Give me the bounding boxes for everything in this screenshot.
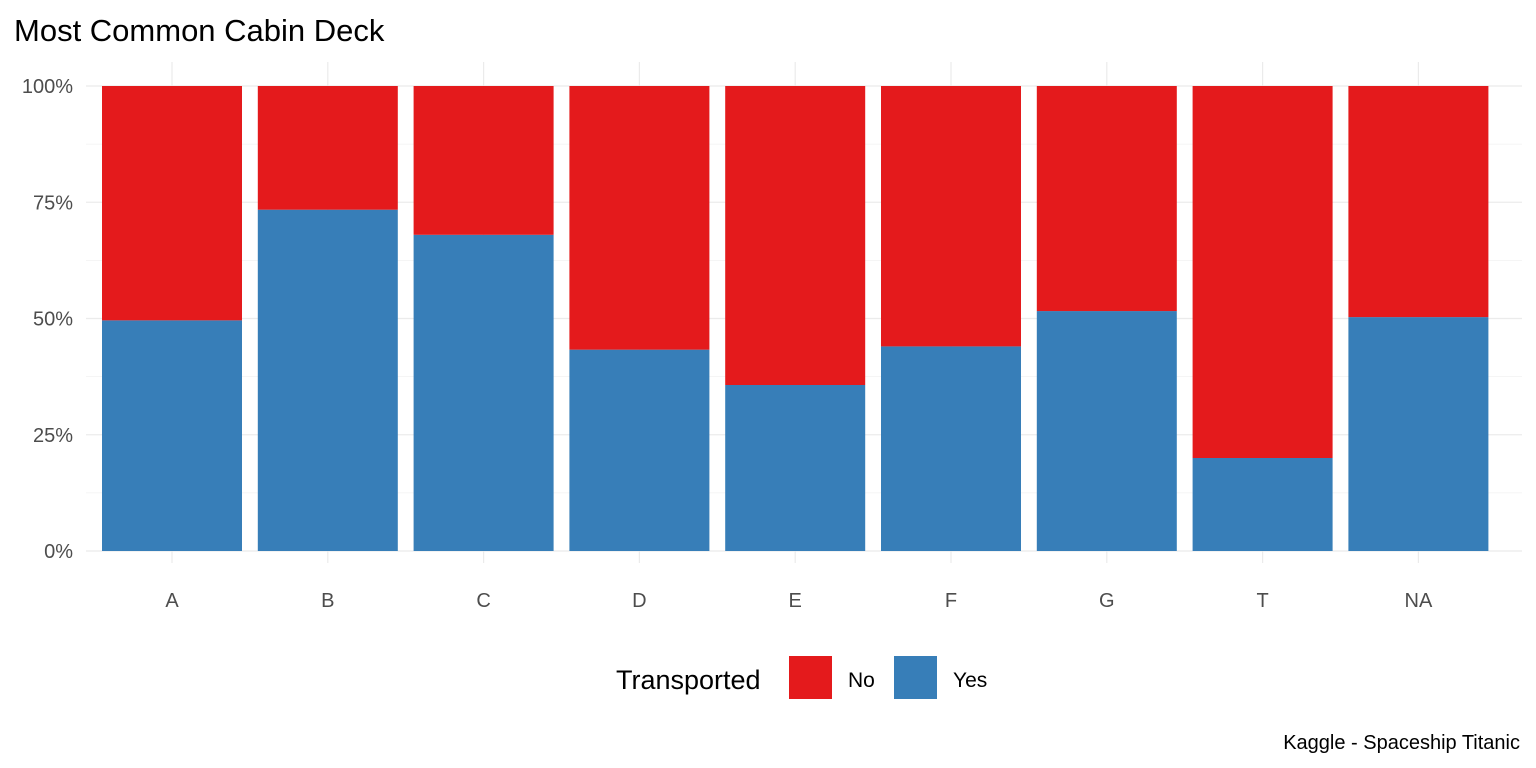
x-tick-label: NA [1405, 590, 1433, 612]
x-tick-label: D [632, 590, 646, 612]
bar-D-yes [569, 349, 710, 551]
x-tick-label: T [1256, 590, 1268, 612]
legend: Transported No Yes [616, 656, 987, 699]
bar-NA-yes [1348, 317, 1489, 551]
legend-key-no [789, 656, 832, 699]
bar-T-yes [1192, 458, 1333, 551]
bar-C-no [413, 86, 554, 235]
bar-B-yes [257, 209, 398, 551]
y-tick-label: 0% [44, 541, 73, 563]
bar-F-no [881, 86, 1021, 347]
chart-title: Most Common Cabin Deck [14, 13, 385, 48]
y-tick-label: 75% [33, 192, 73, 214]
bar-F-yes [881, 346, 1021, 551]
x-tick-label: A [165, 590, 179, 612]
x-tick-label: G [1099, 590, 1115, 612]
y-tick-label: 25% [33, 425, 73, 447]
legend-key-yes [894, 656, 937, 699]
bars [102, 86, 1489, 552]
bar-A-yes [102, 320, 242, 551]
legend-label-no: No [848, 669, 875, 692]
y-axis-ticks: 0% 25% 50% 75% 100% [22, 76, 73, 563]
bar-A-no [102, 86, 242, 321]
bar-T-no [1192, 86, 1333, 458]
x-tick-label: E [789, 590, 802, 612]
legend-items: No Yes [789, 656, 987, 699]
bar-E-yes [725, 384, 866, 551]
x-tick-label: F [945, 590, 957, 612]
bar-B-no [257, 86, 398, 210]
bar-C-yes [413, 234, 554, 552]
bar-G-no [1036, 86, 1177, 312]
chart-caption: Kaggle - Spaceship Titanic [1283, 732, 1520, 754]
bar-D-no [569, 86, 710, 350]
x-tick-label: B [321, 590, 334, 612]
bar-NA-no [1348, 86, 1489, 318]
y-tick-label: 100% [22, 76, 73, 98]
legend-title: Transported [616, 665, 761, 695]
y-tick-label: 50% [33, 309, 73, 331]
legend-label-yes: Yes [953, 669, 987, 692]
x-axis-ticks: A B C D E F G T NA [165, 590, 1433, 612]
bar-E-no [725, 86, 866, 385]
bar-G-yes [1036, 311, 1177, 551]
x-tick-label: C [476, 590, 490, 612]
